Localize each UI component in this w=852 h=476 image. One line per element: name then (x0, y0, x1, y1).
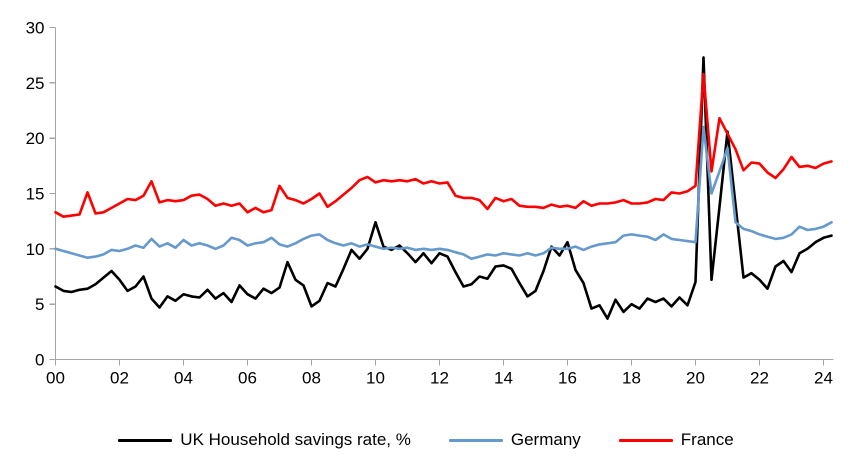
y-axis-tick-label: 20 (26, 129, 45, 148)
y-axis-tick-label: 25 (26, 74, 45, 93)
legend-label-uk: UK Household savings rate, % (180, 430, 411, 449)
y-axis-tick-label: 30 (26, 19, 45, 38)
x-axis-tick-label: 18 (622, 369, 641, 388)
y-axis-tick-label: 10 (26, 240, 45, 259)
x-axis-tick-label: 22 (750, 369, 769, 388)
x-axis-tick-label: 00 (46, 369, 65, 388)
legend-label-germany: Germany (510, 430, 581, 449)
x-axis-tick-label: 02 (110, 369, 129, 388)
y-axis-tick-label: 5 (35, 295, 44, 314)
x-axis-tick-label: 06 (238, 369, 257, 388)
legend-item-uk: UK Household savings rate, % (118, 430, 411, 450)
legend-label-france: France (680, 430, 734, 449)
x-axis-tick-label: 12 (430, 369, 449, 388)
y-axis-tick-label: 15 (26, 185, 45, 204)
france-line-swatch (618, 438, 673, 442)
x-axis-tick-label: 04 (174, 369, 193, 388)
legend-item-france: France (618, 430, 734, 450)
x-axis-tick-label: 16 (558, 369, 577, 388)
series-line-germany (54, 125, 833, 261)
x-axis-tick-label: 20 (686, 369, 705, 388)
series-line-uk (54, 56, 833, 320)
x-axis-tick-label: 24 (814, 369, 833, 388)
y-axis-tick-label: 0 (35, 351, 44, 370)
chart-legend: UK Household savings rate, % Germany Fra… (0, 430, 852, 450)
germany-line-swatch (448, 438, 503, 442)
uk-line-swatch (118, 438, 173, 442)
x-axis-tick-label: 10 (366, 369, 385, 388)
chart-plot-area: 0 5 10 15 20 25 30 00 02 04 06 08 10 12 14 16 18 20 22 24 (26, 19, 834, 388)
series-line-france (54, 72, 833, 218)
legend-item-germany: Germany (448, 430, 581, 450)
x-axis-tick-label: 14 (494, 369, 513, 388)
x-axis-tick-label: 08 (302, 369, 321, 388)
